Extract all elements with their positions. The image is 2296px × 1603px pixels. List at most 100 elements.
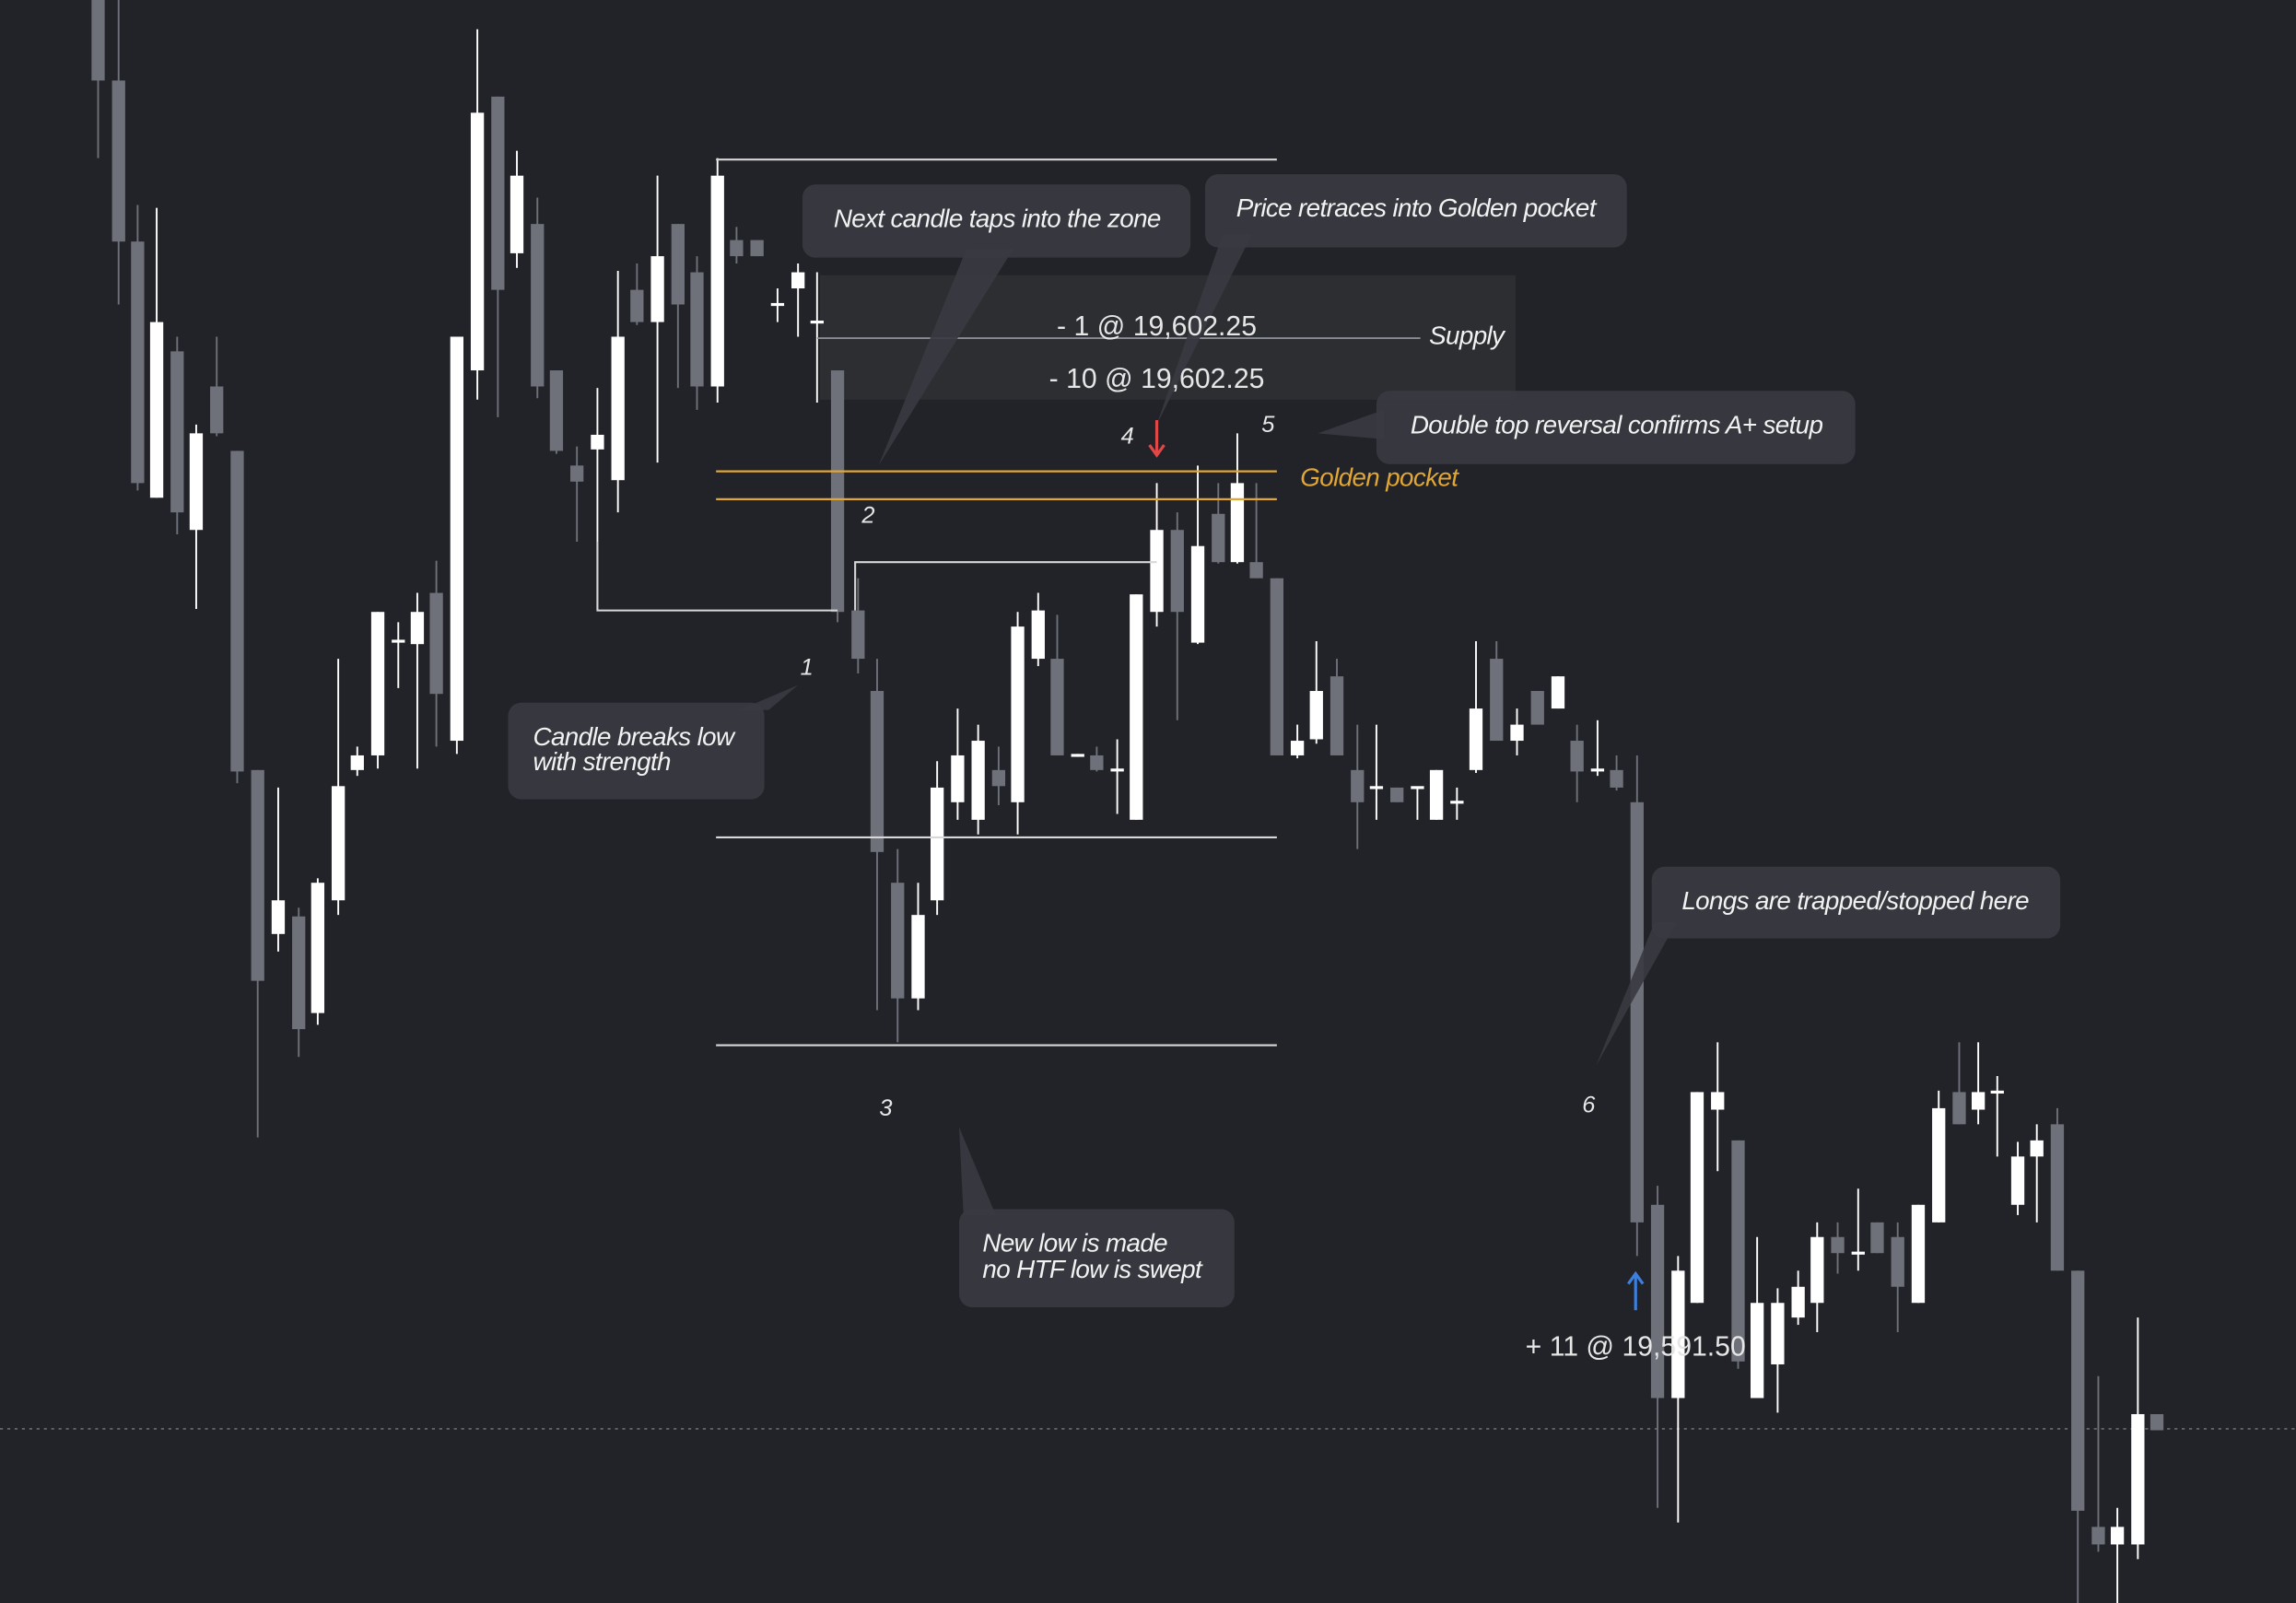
candle-body: [830, 370, 845, 613]
order-label: - 1 @ 19,602.25: [1057, 311, 1257, 342]
candle-body: [450, 336, 464, 742]
candle-body: [370, 612, 385, 755]
candle-body: [930, 787, 944, 901]
candle-body: [1870, 1222, 1884, 1254]
order-label: - 10 @ 19,602.25: [1049, 364, 1265, 394]
order-label: + 11 @ 19,591.50: [1526, 1331, 1746, 1362]
candle-body: [951, 755, 965, 802]
candle-body: [1330, 676, 1344, 755]
level-label: Supply: [1429, 321, 1506, 349]
candle-body: [131, 241, 145, 484]
candle-body: [1851, 1251, 1865, 1255]
callout-text: Candle breaks low: [533, 722, 736, 751]
candle-body: [870, 691, 884, 852]
candle-body: [1309, 691, 1323, 740]
callout-box: [508, 702, 765, 800]
candle-body: [350, 755, 364, 770]
callout-text: New low is made: [982, 1229, 1167, 1258]
candle-body: [1150, 530, 1164, 613]
buy-arrow: [1626, 1270, 1645, 1311]
candle-body: [429, 592, 443, 695]
candle-body: [2010, 1156, 2025, 1205]
candle-body: [1090, 755, 1104, 770]
candle-body: [531, 224, 545, 387]
candle-body: [1750, 1303, 1764, 1398]
callout-text: Double top reversal confirms A+ setup: [1411, 410, 1823, 439]
callout-box: [1376, 391, 1856, 464]
candle-body: [170, 351, 184, 513]
step-number: 6: [1582, 1093, 1596, 1118]
candle-body: [2110, 1527, 2125, 1545]
candle-body: [1952, 1092, 1966, 1125]
callout-text: Price retraces into Golden pocket: [1236, 193, 1598, 222]
high-box: [854, 561, 1157, 611]
candle-body: [991, 769, 1006, 787]
candle-body: [1971, 1092, 1986, 1110]
arrow-head: [1148, 444, 1166, 458]
candle-body: [1551, 676, 1565, 709]
candle-body: [1530, 691, 1544, 725]
candle-body: [1190, 545, 1205, 643]
candle-body: [1450, 801, 1464, 804]
candle-body: [1230, 483, 1245, 563]
candle-body: [491, 96, 505, 290]
candle-body: [392, 639, 405, 643]
candle-body: [1249, 562, 1263, 579]
callout-text: Next candle taps into the zone: [834, 204, 1161, 232]
candle-body: [1469, 708, 1483, 770]
callout-text: no HTF low is swept: [982, 1255, 1203, 1283]
candle-body: [292, 916, 306, 1030]
candle-body: [1990, 1090, 2004, 1094]
candle-body: [271, 900, 286, 934]
candle-body: [1510, 724, 1524, 742]
candle-body: [2131, 1414, 2145, 1545]
callout-tail: [878, 249, 1013, 466]
candle-body: [510, 175, 524, 253]
candle-body: [591, 434, 604, 450]
callout-boxes: [508, 174, 2061, 1308]
step-number: 1: [801, 655, 814, 681]
candle-body: [611, 336, 625, 481]
candle-body: [1290, 741, 1305, 755]
candle-body: [1911, 1204, 1926, 1304]
candle-body: [470, 112, 485, 371]
callout-tail: [1596, 922, 1677, 1066]
candle-body: [570, 465, 584, 482]
candle-body: [1630, 802, 1644, 1223]
candle-body: [1791, 1286, 1805, 1318]
candle-body: [1351, 769, 1365, 802]
callout-tail: [1318, 409, 1384, 439]
candle-body: [1932, 1107, 1946, 1223]
callout-text: Longs are trapped/stopped here: [1681, 886, 2029, 915]
candle-body: [1212, 513, 1225, 563]
candle-body: [91, 0, 105, 81]
candles: [91, 0, 2164, 1603]
candle-body: [750, 240, 764, 257]
candle-body: [630, 289, 644, 322]
candle-body: [770, 302, 785, 307]
low-box: [596, 541, 838, 612]
sell-arrow: [1148, 420, 1166, 458]
candle-body: [1011, 626, 1025, 802]
candle-body: [1170, 530, 1184, 613]
candle-body: [1650, 1204, 1665, 1398]
candle-body: [1071, 754, 1084, 757]
candle-body: [730, 240, 744, 257]
candle-body: [1711, 1092, 1725, 1110]
candle-body: [710, 175, 724, 387]
candle-body: [1771, 1303, 1785, 1364]
callout-tail: [1156, 234, 1252, 425]
candle-body: [971, 741, 985, 820]
candle-body: [1130, 594, 1143, 820]
candle-body: [149, 322, 164, 498]
step-number: 5: [1261, 412, 1275, 438]
candle-body: [1490, 659, 1504, 742]
arrow-head: [1626, 1270, 1645, 1285]
candle-body: [791, 272, 805, 289]
step-number: 3: [879, 1095, 892, 1121]
candle-body: [1411, 786, 1424, 790]
candle-body: [230, 450, 244, 772]
candle-body: [1429, 769, 1444, 820]
